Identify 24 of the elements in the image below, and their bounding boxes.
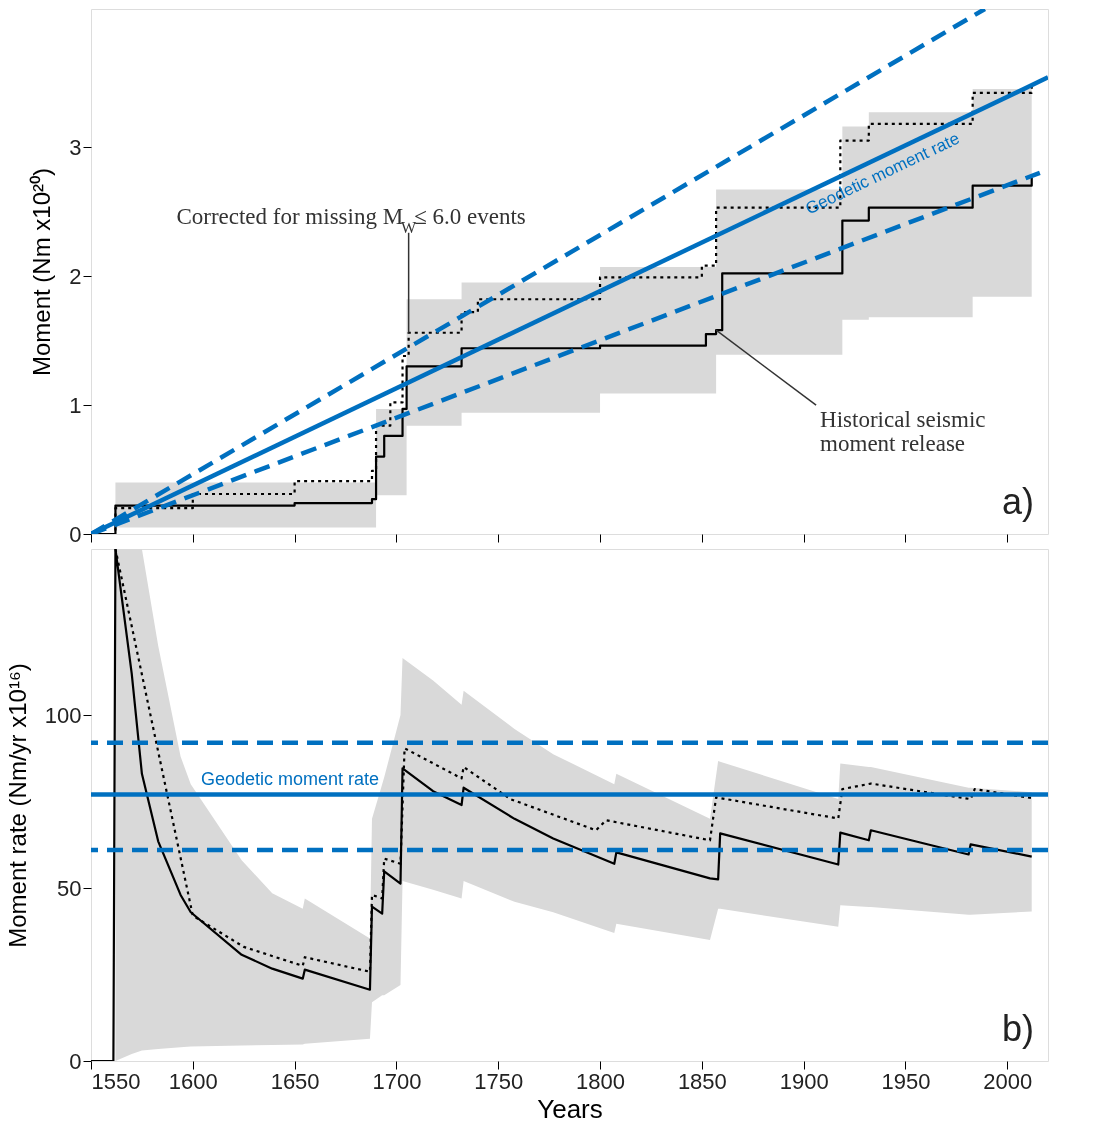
annotation: b) bbox=[1001, 1008, 1034, 1049]
x-tick-label: 1950 bbox=[881, 1068, 931, 1094]
y-tick-label: 0 bbox=[69, 521, 82, 547]
y-tick-label: 1 bbox=[69, 392, 82, 418]
x-tick-label: 1850 bbox=[677, 1068, 727, 1094]
ref-line-label: Geodetic moment rate bbox=[201, 768, 380, 789]
x-tick-label: 2000 bbox=[983, 1068, 1033, 1094]
x-tick-label: 1600 bbox=[168, 1068, 218, 1094]
y-tick-label: 3 bbox=[69, 134, 82, 160]
y-axis-title: Moment rate (Nm/yr x10¹⁶) bbox=[3, 663, 31, 948]
x-axis-title: Years bbox=[537, 1093, 603, 1124]
x-tick-label: 1800 bbox=[576, 1068, 626, 1094]
x-tick-label: 1550 bbox=[91, 1068, 141, 1094]
y-tick-label: 100 bbox=[44, 702, 82, 728]
y-tick-label: 0 bbox=[69, 1048, 82, 1074]
x-tick-label: 1900 bbox=[779, 1068, 829, 1094]
y-tick-label: 2 bbox=[69, 263, 82, 289]
annotation: a) bbox=[1001, 481, 1034, 522]
x-tick-label: 1650 bbox=[270, 1068, 320, 1094]
x-tick-label: 1700 bbox=[372, 1068, 422, 1094]
annotation: Historical seismic moment release bbox=[820, 407, 986, 457]
y-axis-title: Moment (Nm x10²⁰) bbox=[28, 167, 56, 377]
y-tick-label: 50 bbox=[57, 875, 82, 901]
x-tick-label: 1750 bbox=[474, 1068, 524, 1094]
